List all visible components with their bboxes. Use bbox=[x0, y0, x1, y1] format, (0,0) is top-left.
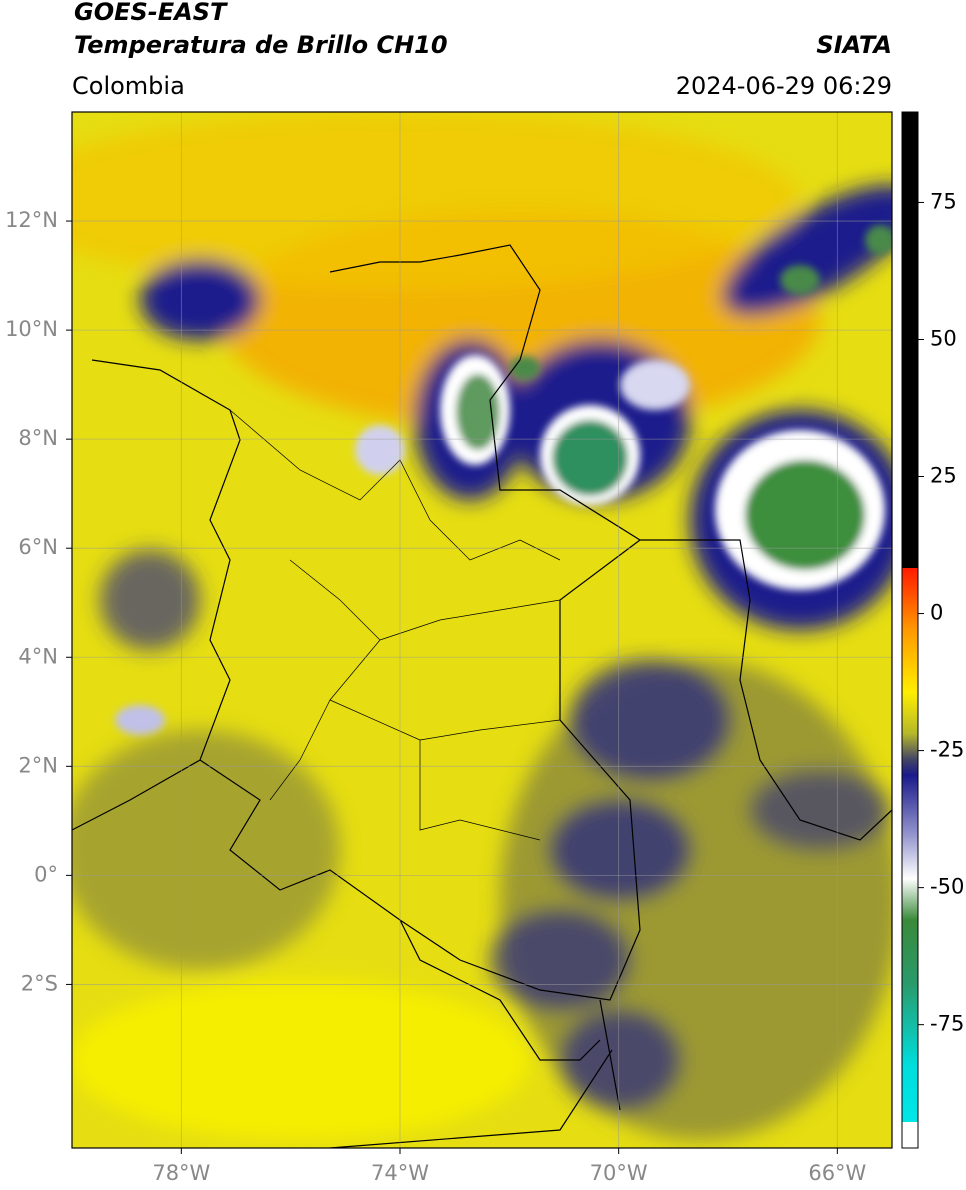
satellite-image bbox=[72, 112, 892, 1148]
y-tick-label: 4°N bbox=[18, 644, 58, 668]
graticule bbox=[72, 112, 892, 1148]
x-tick-label: 74°W bbox=[371, 1161, 429, 1185]
y-tick-label: 12°N bbox=[5, 208, 58, 232]
colorbar-tick-label: -25 bbox=[930, 738, 964, 762]
y-tick-label: 10°N bbox=[5, 317, 58, 341]
colorbar-tick-label: 75 bbox=[930, 189, 957, 213]
x-tick-label: 78°W bbox=[152, 1161, 210, 1185]
datetime: 2024-06-29 06:29 bbox=[676, 72, 892, 100]
y-tick-label: 2°N bbox=[18, 753, 58, 777]
colorbar-tick-label: -50 bbox=[930, 875, 964, 899]
y-tick-label: 8°N bbox=[18, 426, 58, 450]
y-tick-label: 0° bbox=[34, 862, 58, 886]
colorbar-tick-label: 25 bbox=[930, 464, 957, 488]
title: GOES-EAST bbox=[74, 0, 228, 26]
map-frame bbox=[71, 111, 893, 1149]
colorbar-tick-label: -75 bbox=[930, 1012, 964, 1036]
region: Colombia bbox=[72, 72, 185, 100]
x-tick-label: 70°W bbox=[590, 1161, 648, 1185]
source: SIATA bbox=[816, 31, 892, 59]
colorbar-tick-label: 0 bbox=[930, 601, 943, 625]
y-tick-label: 2°S bbox=[21, 971, 58, 995]
colorbar-tick-label: 50 bbox=[930, 326, 957, 350]
colorbar bbox=[901, 111, 919, 1149]
department-borders bbox=[229, 409, 561, 841]
subtitle: Temperatura de Brillo CH10 bbox=[74, 31, 448, 59]
x-tick-label: 66°W bbox=[808, 1161, 866, 1185]
y-tick-label: 6°N bbox=[18, 535, 58, 559]
borders bbox=[72, 244, 892, 1148]
